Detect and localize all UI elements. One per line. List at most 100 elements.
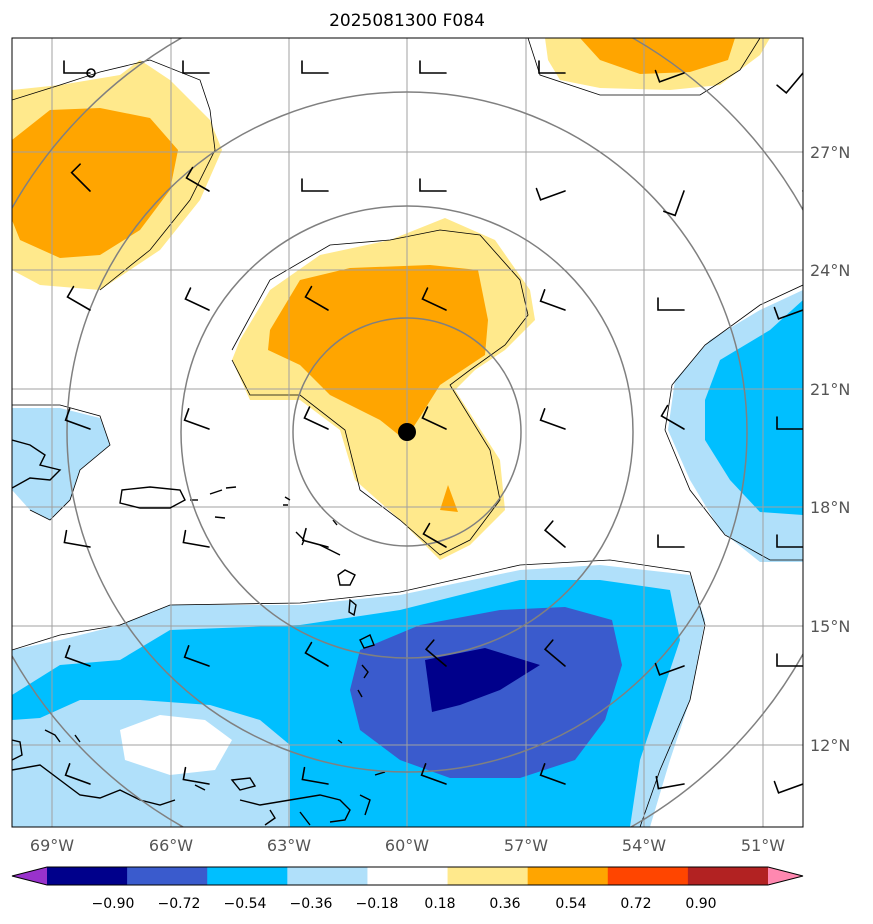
wind-barb <box>185 166 210 192</box>
wind-barb <box>655 775 685 790</box>
wind-barb <box>301 178 329 192</box>
colorbar <box>11 866 804 886</box>
puerto-rico-coast <box>119 486 186 509</box>
colorbar-segment <box>367 867 449 885</box>
wind-barb <box>654 662 685 676</box>
wind-barb <box>543 520 566 548</box>
lon-tick: 51°W <box>741 836 785 855</box>
colorbar-segment <box>127 867 208 885</box>
colorbar-outline <box>11 866 804 886</box>
wind-barb <box>303 406 329 430</box>
wind-barb <box>420 763 447 785</box>
map-frame <box>11 37 804 828</box>
colorbar-segment <box>447 867 529 885</box>
colorbar-segment <box>207 867 288 885</box>
colorbar-tick: 0.72 <box>620 896 651 912</box>
wind-barb <box>538 60 566 74</box>
wind-barb <box>304 641 329 667</box>
hispaniola-coast <box>12 439 62 489</box>
lat-tick: 15°N <box>810 617 850 636</box>
colorbar-segment <box>287 867 368 885</box>
lat-tick: 27°N <box>810 143 850 162</box>
lon-tick: 57°W <box>504 836 548 855</box>
wind-barbs <box>63 60 803 794</box>
negative-anomaly-shading <box>12 290 803 827</box>
colorbar-tick: −0.36 <box>290 896 333 912</box>
wind-barb <box>182 766 210 785</box>
lat-tick: 18°N <box>810 498 850 517</box>
wind-barb <box>773 306 803 320</box>
wind-barb <box>654 69 685 83</box>
gridlines <box>12 38 803 827</box>
colorbar-segment <box>687 867 769 885</box>
wind-barb <box>70 163 91 192</box>
wind-barb <box>182 60 210 74</box>
wind-barb <box>63 60 91 74</box>
lat-tick: 24°N <box>810 261 850 280</box>
wind-barb <box>182 529 210 548</box>
wind-barb <box>776 72 803 95</box>
range-ring-3 <box>292 317 522 547</box>
range-ring-9 <box>66 91 748 773</box>
lon-tick: 63°W <box>267 836 311 855</box>
shade-neg-faint-west <box>12 408 110 520</box>
small-circle-marker <box>86 68 96 78</box>
wind-barb <box>657 534 685 548</box>
lat-tick-labels: 27°N 24°N 21°N 18°N 15°N 12°N <box>810 143 850 755</box>
coastlines <box>12 439 386 826</box>
wind-barb <box>776 416 803 430</box>
colorbar-extend-min <box>12 867 47 885</box>
wind-barb <box>776 653 803 667</box>
range-ring-6 <box>180 205 634 659</box>
colorbar-segment <box>527 867 609 885</box>
wind-barb <box>657 297 685 311</box>
wind-barb <box>773 780 803 794</box>
colorbar-tick: −0.90 <box>92 896 135 912</box>
wind-barb <box>663 190 685 217</box>
map-panel <box>12 38 803 827</box>
lat-tick: 21°N <box>810 380 850 399</box>
wind-barb <box>535 187 566 201</box>
wind-barb <box>419 60 447 74</box>
wind-barb <box>539 408 566 430</box>
wind-barb <box>64 645 91 667</box>
shade-pos-weak-ne <box>580 38 735 74</box>
colorbar-extend-max <box>768 867 803 885</box>
wind-barb <box>64 763 91 785</box>
storm-center-marker <box>398 423 416 441</box>
lon-tick: 54°W <box>622 836 666 855</box>
shade-neg-strong <box>425 648 540 712</box>
colorbar-tick: 0.36 <box>489 896 520 912</box>
colorbar-tick-labels: −0.90 −0.72 −0.54 −0.36 −0.18 0.18 0.36 … <box>92 896 717 912</box>
colorbar-segment <box>607 867 689 885</box>
wind-barb <box>301 766 329 785</box>
shade-neg-weak-east <box>705 300 803 515</box>
wind-barb <box>802 190 803 193</box>
colorbar-tick: −0.54 <box>224 896 267 912</box>
shade-pos-weak-spot <box>440 485 458 512</box>
lat-tick: 12°N <box>810 736 850 755</box>
colorbar-segment <box>47 867 128 885</box>
colorbar-tick: 0.90 <box>685 896 716 912</box>
wind-barb <box>66 285 91 311</box>
range-rings <box>12 38 803 827</box>
colorbar-tick: −0.72 <box>158 896 201 912</box>
wind-barb <box>419 178 447 192</box>
colorbar-tick: 0.18 <box>424 896 455 912</box>
wind-barb <box>421 406 447 430</box>
lon-tick: 60°W <box>385 836 429 855</box>
lon-tick: 69°W <box>30 836 74 855</box>
wind-barb <box>421 287 447 311</box>
wind-barb <box>301 527 329 548</box>
wind-barb <box>184 287 210 311</box>
map-title: 2025081300 F084 <box>329 11 485 31</box>
wind-barb <box>543 639 566 667</box>
wind-barb <box>183 408 210 430</box>
wind-barb <box>539 289 566 311</box>
colorbar-tick: 0.54 <box>555 896 586 912</box>
wind-barb <box>776 534 803 548</box>
positive-anomaly-shading <box>12 38 770 560</box>
wind-barb <box>539 763 566 785</box>
wind-barb <box>424 639 447 667</box>
